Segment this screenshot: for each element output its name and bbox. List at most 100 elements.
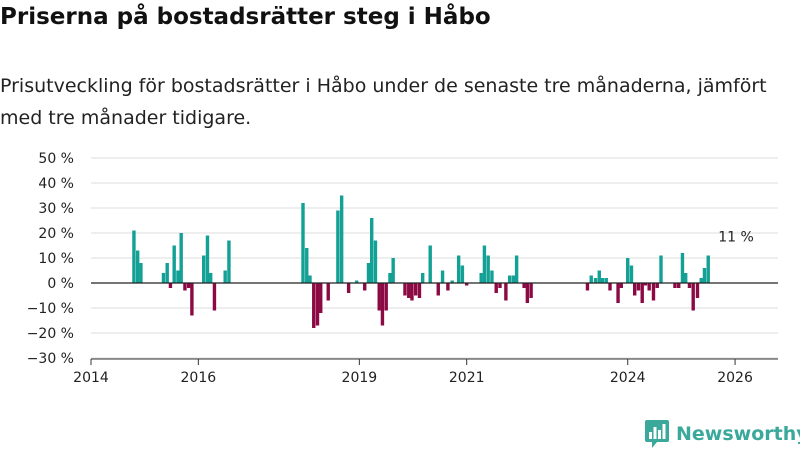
bar [190, 283, 194, 316]
bar [699, 278, 703, 283]
bar [384, 283, 388, 311]
y-tick-label: 30 % [38, 201, 74, 217]
bar [529, 283, 533, 298]
bar [305, 248, 309, 283]
bar [377, 283, 381, 311]
bar [636, 283, 641, 291]
bar [407, 283, 411, 298]
bar [139, 263, 143, 283]
bar [363, 283, 367, 291]
bar [691, 283, 695, 311]
bar [446, 283, 450, 291]
bar [647, 283, 651, 291]
chart-bars [132, 195, 710, 328]
bar [677, 283, 681, 288]
bar [308, 275, 312, 283]
price-change-chart: 50 % 40 % 30 % 20 % 10 % 0 % −10 % −20 % −30 % 20… [27, 151, 778, 386]
bar [619, 283, 623, 288]
bar [673, 283, 677, 288]
bar [597, 270, 601, 283]
bar [428, 245, 432, 283]
x-tick-label: 2019 [342, 370, 378, 386]
bar [626, 258, 630, 283]
y-tick-label: −10 % [27, 301, 74, 317]
bar [643, 283, 648, 286]
bar [695, 283, 700, 298]
bar [227, 240, 231, 283]
bar [135, 250, 140, 283]
page-subtitle: Prisutveckling för bostadsrätter i Håbo … [0, 75, 767, 129]
chart-grid [91, 157, 778, 359]
bar [504, 283, 508, 301]
bar [208, 273, 213, 283]
bar-chart-logo-icon [645, 420, 669, 448]
bar [346, 283, 351, 293]
bar [616, 283, 620, 303]
bar [388, 273, 392, 283]
bar [301, 203, 305, 283]
y-tick-label: 0 % [47, 276, 74, 292]
bar [604, 278, 608, 283]
bar [683, 273, 688, 283]
bar [702, 268, 707, 283]
chart-labels: 50 % 40 % 30 % 20 % 10 % 0 % −10 % −20 % −30 % 20… [27, 151, 754, 386]
bar [490, 270, 494, 283]
bar [482, 245, 487, 283]
bar [391, 258, 395, 283]
bar [183, 283, 187, 291]
x-tick-label: 2021 [449, 370, 485, 386]
y-tick-label: 40 % [38, 176, 74, 192]
bar [202, 255, 206, 283]
bar [212, 283, 217, 311]
bar [165, 263, 169, 283]
bar [410, 283, 414, 301]
bar [585, 283, 590, 291]
bar [655, 283, 659, 288]
bar [336, 210, 340, 283]
bar [403, 283, 407, 296]
bar [315, 283, 320, 326]
bar [593, 278, 598, 283]
y-tick-label: −30 % [27, 351, 74, 367]
y-tick-label: 10 % [38, 251, 74, 267]
chart-axes [90, 282, 778, 365]
bar [223, 270, 227, 283]
bar [450, 280, 454, 283]
bar [186, 283, 191, 288]
bar [179, 233, 183, 283]
bar [436, 283, 440, 296]
bar [514, 255, 519, 283]
bar [522, 283, 526, 288]
bar [498, 283, 502, 288]
bar [132, 230, 136, 283]
bar [370, 218, 374, 283]
page-title: Priserna på bostadsrätter steg i Håbo [0, 4, 491, 30]
bar [417, 283, 422, 298]
x-tick-label: 2016 [181, 370, 217, 386]
bar [460, 265, 465, 283]
bar [176, 270, 180, 283]
bar [659, 255, 663, 283]
bar [629, 265, 634, 283]
bar [687, 283, 692, 288]
x-tick-label: 2024 [610, 370, 646, 386]
bar [507, 275, 512, 283]
bar [479, 273, 483, 283]
bar [414, 283, 418, 296]
bar [312, 283, 316, 328]
bar [326, 283, 330, 301]
bar [465, 283, 469, 286]
brand-logo: Newsworthy [644, 418, 800, 450]
bar [161, 273, 166, 283]
bar [319, 283, 323, 313]
bar [589, 275, 593, 283]
bar [651, 283, 656, 301]
bar [339, 195, 344, 283]
bar [600, 278, 605, 283]
bar [168, 283, 173, 288]
y-tick-label: 50 % [38, 151, 74, 167]
last-value-annotation: 11 % [718, 230, 754, 246]
bar [608, 283, 612, 291]
x-tick-label: 2014 [73, 370, 109, 386]
x-tick-label: 2026 [717, 370, 753, 386]
